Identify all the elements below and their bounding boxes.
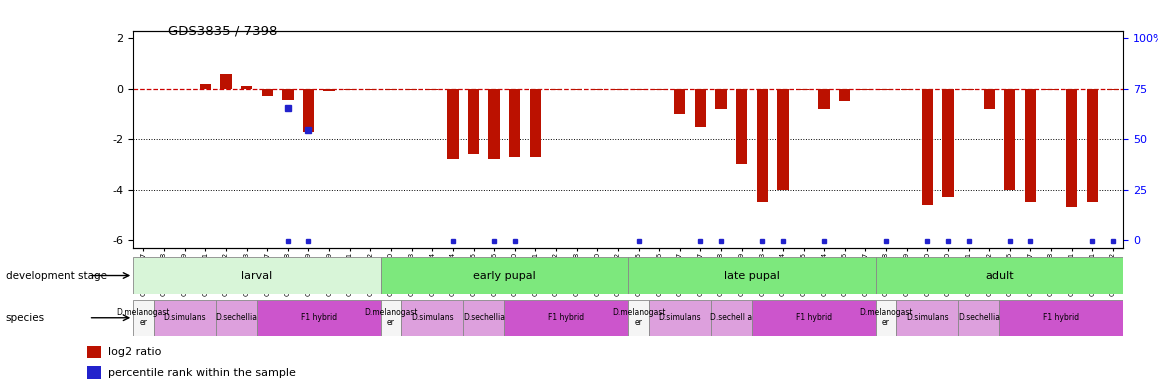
Text: F1 hybrid: F1 hybrid — [548, 313, 585, 322]
Text: log2 ratio: log2 ratio — [108, 347, 161, 357]
Bar — [426, 89, 438, 90]
Bar — [133, 300, 154, 336]
Text: D.sechellia: D.sechellia — [463, 313, 505, 322]
Bar — [303, 89, 314, 132]
Bar — [1004, 89, 1016, 190]
Text: D.simulans: D.simulans — [659, 313, 701, 322]
Bar — [344, 89, 356, 90]
Bar — [922, 89, 933, 205]
Bar — [468, 89, 479, 154]
Bar — [819, 89, 830, 109]
Bar — [87, 366, 101, 379]
Bar — [154, 300, 215, 336]
Text: D.melanogast
er: D.melanogast er — [117, 308, 170, 328]
Bar — [463, 300, 505, 336]
Bar — [695, 89, 706, 127]
Text: early pupal: early pupal — [474, 270, 536, 281]
Bar — [752, 300, 875, 336]
Bar — [983, 89, 995, 109]
Bar — [999, 300, 1123, 336]
Bar — [1067, 89, 1077, 207]
Bar — [447, 89, 459, 159]
Text: D.melanogast
er: D.melanogast er — [859, 308, 913, 328]
Bar — [87, 346, 101, 358]
Bar — [402, 300, 463, 336]
Bar — [633, 89, 644, 90]
Bar — [220, 74, 232, 89]
Bar — [859, 89, 871, 90]
Bar — [571, 89, 582, 90]
Bar — [756, 89, 768, 202]
Bar — [648, 300, 711, 336]
Bar — [133, 257, 381, 294]
Text: D.simulans: D.simulans — [906, 313, 948, 322]
Bar — [959, 300, 999, 336]
Bar — [628, 300, 648, 336]
Text: D.melanogast
er: D.melanogast er — [611, 308, 666, 328]
Bar — [875, 300, 896, 336]
Bar — [777, 89, 789, 190]
Bar — [1046, 89, 1057, 90]
Text: D.sechellia: D.sechellia — [958, 313, 999, 322]
Bar — [880, 89, 892, 90]
Bar — [711, 300, 752, 336]
Bar — [592, 89, 603, 90]
Bar — [283, 89, 293, 100]
Bar — [1107, 89, 1119, 90]
Bar — [943, 89, 953, 197]
Bar — [716, 89, 727, 109]
Bar — [798, 89, 809, 90]
Bar — [875, 257, 1123, 294]
Bar — [628, 257, 875, 294]
Bar — [262, 89, 273, 96]
Bar — [505, 300, 628, 336]
Bar — [323, 89, 335, 91]
Bar — [241, 86, 252, 89]
Bar — [1086, 89, 1098, 202]
Text: D.simulans: D.simulans — [411, 313, 454, 322]
Bar — [840, 89, 850, 101]
Text: D.sechellia: D.sechellia — [215, 313, 257, 322]
Bar — [613, 89, 623, 90]
Text: D.melanogast
er: D.melanogast er — [365, 308, 418, 328]
Bar — [215, 300, 257, 336]
Bar — [510, 89, 520, 157]
Text: D.sechell a: D.sechell a — [710, 313, 753, 322]
Bar — [381, 257, 628, 294]
Text: species: species — [6, 313, 45, 323]
Bar — [896, 300, 959, 336]
Text: late pupal: late pupal — [724, 270, 780, 281]
Bar — [1025, 89, 1036, 202]
Text: GDS3835 / 7398: GDS3835 / 7398 — [168, 25, 277, 38]
Bar — [257, 300, 381, 336]
Bar — [406, 89, 417, 90]
Bar — [550, 89, 562, 90]
Bar — [901, 89, 913, 90]
Bar — [386, 89, 397, 90]
Bar — [736, 89, 747, 164]
Bar — [963, 89, 974, 90]
Text: adult: adult — [985, 270, 1013, 281]
Bar — [653, 89, 665, 90]
Text: D.simulans: D.simulans — [163, 313, 206, 322]
Text: F1 hybrid: F1 hybrid — [796, 313, 831, 322]
Text: development stage: development stage — [6, 271, 107, 281]
Bar — [199, 84, 211, 89]
Bar — [674, 89, 686, 114]
Bar — [489, 89, 500, 159]
Text: F1 hybrid: F1 hybrid — [301, 313, 337, 322]
Bar — [529, 89, 541, 157]
Bar — [381, 300, 402, 336]
Text: F1 hybrid: F1 hybrid — [1043, 313, 1079, 322]
Bar — [365, 89, 376, 90]
Text: larval: larval — [241, 270, 272, 281]
Text: percentile rank within the sample: percentile rank within the sample — [108, 367, 295, 377]
